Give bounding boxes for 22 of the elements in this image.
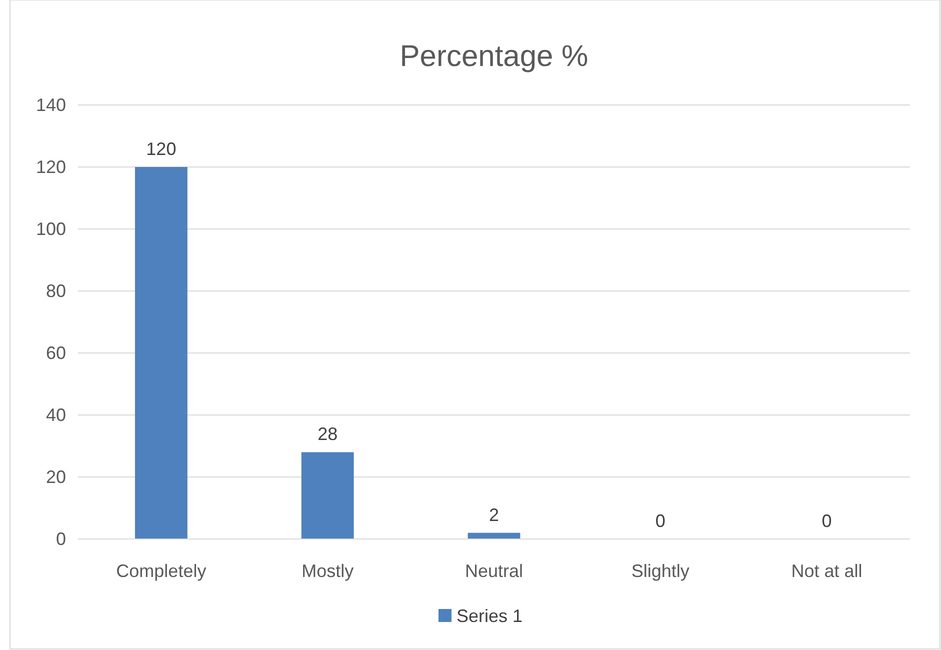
x-tick-label: Neutral [464, 561, 524, 581]
bar [301, 452, 354, 539]
y-tick-label: 20 [46, 467, 66, 487]
y-tick-label: 60 [46, 343, 66, 363]
chart-title: Percentage % [400, 40, 588, 73]
data-label: 28 [318, 424, 338, 444]
data-label: 0 [822, 511, 832, 531]
data-label: 0 [655, 511, 666, 531]
legend-label: Series 1 [456, 606, 523, 626]
x-tick-label: Completely [116, 561, 206, 581]
y-tick-label: 120 [36, 157, 66, 177]
y-tick-label: 100 [36, 219, 66, 239]
y-tick-label: 0 [56, 529, 66, 549]
y-tick-label: 80 [46, 281, 66, 301]
bar [134, 167, 188, 539]
y-tick-label: 140 [36, 95, 66, 115]
x-tick-label: Not at all [791, 561, 862, 581]
x-tick-label: Mostly [302, 561, 354, 581]
y-tick-label: 40 [46, 405, 66, 425]
data-label: 120 [146, 139, 176, 159]
data-label: 2 [488, 504, 500, 525]
x-tick-label: Slightly [631, 561, 690, 581]
